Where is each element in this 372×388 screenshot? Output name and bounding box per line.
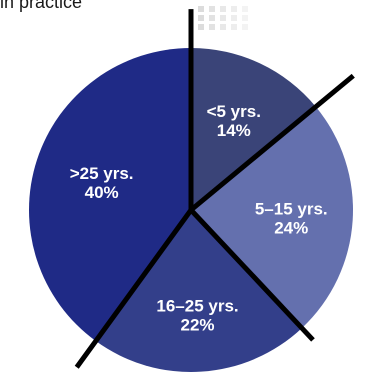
decorative-dots	[198, 6, 248, 30]
separator-lower-left	[74, 208, 194, 369]
decorative-dot	[198, 15, 204, 21]
slice-label-16-25: 16–25 yrs. 22%	[156, 296, 238, 334]
decorative-dot	[209, 6, 215, 12]
decorative-dot	[220, 6, 226, 12]
slice-label-5-15: 5–15 yrs. 24%	[255, 199, 328, 237]
slice-lt5	[191, 48, 316, 210]
slice-label-lt5: <5 yrs. 14%	[207, 102, 261, 140]
decorative-dot	[242, 15, 248, 21]
decorative-dot	[209, 15, 215, 21]
chart-caption: in practice	[0, 0, 83, 12]
decorative-dot	[242, 24, 248, 30]
separator-upper-right	[189, 73, 355, 212]
slice-gt25	[29, 48, 191, 342]
decorative-dot	[220, 24, 226, 30]
decorative-dot	[198, 24, 204, 30]
decorative-dot	[231, 15, 237, 21]
decorative-dot	[231, 24, 237, 30]
slice-5-15	[191, 106, 353, 329]
decorative-dot	[242, 6, 248, 12]
slice-label-gt25: >25 yrs. 40%	[70, 164, 134, 202]
separator-lower-right	[189, 208, 315, 342]
decorative-dot	[209, 24, 215, 30]
decorative-dot	[220, 15, 226, 21]
decorative-dot	[198, 6, 204, 12]
slice-16-25	[95, 210, 302, 372]
decorative-dot	[231, 6, 237, 12]
